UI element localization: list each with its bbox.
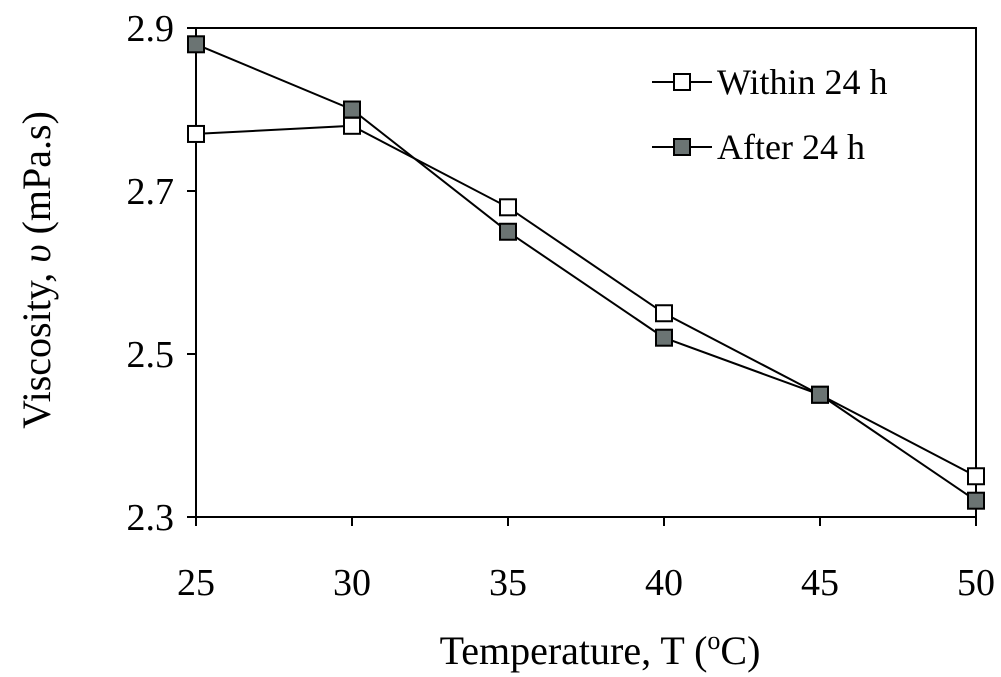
legend-marker (673, 73, 691, 91)
series-after-24h (187, 35, 985, 510)
plot-frame (195, 27, 977, 518)
data-point-marker (187, 35, 205, 54)
data-point-marker (343, 100, 361, 119)
y-axis: 2.3 2.5 2.7 2.9 (127, 8, 196, 539)
y-tick-label: 2.7 (127, 171, 175, 213)
x-axis-label: Temperature, T (oC) (440, 626, 761, 673)
y-axis-label: Viscosity, υ (mPa.s) (14, 111, 59, 429)
y-tick-label: 2.5 (127, 334, 175, 376)
x-tick-label: 40 (645, 562, 683, 604)
data-point-marker (499, 222, 517, 241)
series-within-24h (187, 116, 985, 486)
legend-label: After 24 h (717, 127, 865, 167)
series-line (195, 43, 977, 502)
x-tick-label: 45 (801, 562, 839, 604)
x-tick-label: 30 (333, 562, 371, 604)
x-axis-label-superscript: o (707, 626, 720, 655)
x-tick-label: 50 (957, 562, 995, 604)
x-tick-label: 35 (489, 562, 527, 604)
y-axis-label-text: Viscosity, (14, 263, 59, 429)
legend-label: Within 24 h (717, 62, 888, 102)
x-axis: 25 30 35 40 45 50 (177, 517, 995, 604)
series-line (195, 124, 977, 478)
data-point-marker (967, 491, 985, 510)
legend: Within 24 h After 24 h (652, 62, 888, 167)
data-point-marker (811, 385, 829, 404)
y-axis-label-symbol: υ (14, 244, 59, 262)
x-tick-label: 25 (177, 562, 215, 604)
data-point-marker (187, 124, 205, 143)
series-layer (187, 35, 985, 510)
data-point-marker (655, 328, 673, 347)
legend-marker (673, 138, 691, 156)
data-point-marker (655, 304, 673, 323)
x-axis-label-end: C) (720, 628, 760, 673)
y-tick-label: 2.9 (127, 8, 175, 50)
y-tick-label: 2.3 (127, 497, 175, 539)
data-point-marker (343, 116, 361, 135)
y-axis-label-end: (mPa.s) (14, 111, 59, 244)
x-axis-label-text: Temperature, T ( (440, 628, 708, 673)
data-point-marker (967, 467, 985, 486)
data-point-marker (499, 198, 517, 217)
